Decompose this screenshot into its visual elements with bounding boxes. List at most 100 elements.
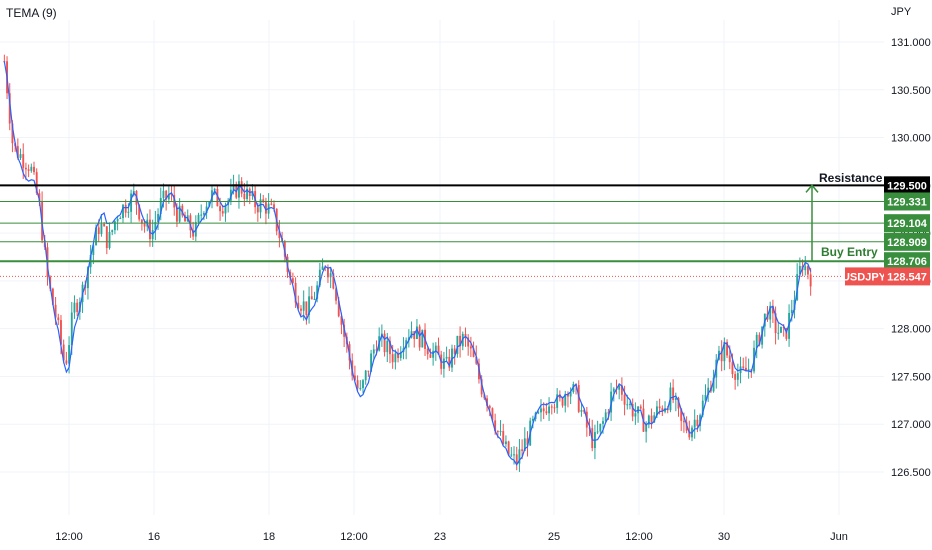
candle-body [747,369,750,372]
candle-body [399,352,402,359]
candle-body [626,404,629,406]
candle-body [224,205,227,214]
candle-body [558,394,561,399]
candle-body [472,348,475,357]
candle-body [494,420,497,432]
candle-body [11,123,14,144]
candle-body [302,301,305,311]
candle-body [734,374,737,380]
candle-body [723,341,726,362]
candle-body [221,211,224,214]
price-tag-label: 129.104 [887,218,928,230]
candle-body [262,199,265,203]
candle-body [178,205,181,222]
candle-body [634,413,637,417]
candle-body [87,267,89,289]
candle-body [57,317,60,321]
candle-body [149,219,151,240]
candle-body [294,282,297,303]
candle-body [300,308,302,311]
candle-body [736,373,739,380]
candle-body [340,316,343,325]
candle-body [426,348,429,355]
x-tick-label: 16 [148,531,160,543]
arrow-head [805,184,819,193]
candle-body [421,329,424,348]
candle-body [742,366,745,368]
candle-body [213,188,216,191]
candle-body [122,204,124,219]
x-tick-label: Jun [830,531,848,543]
candle-body [130,193,133,212]
candle-body [170,193,173,196]
candle-body [432,350,435,358]
horizontal-levels [0,184,884,277]
tema-line [3,61,812,466]
candle-body [308,296,311,315]
candle-body [701,400,704,416]
candle-body [623,394,626,405]
candle-body [68,345,71,364]
candle-body [246,188,248,200]
candle-body [572,384,575,393]
candle-body [200,214,203,216]
candle-body [310,296,313,300]
candle-body [798,266,801,275]
candle-body [270,203,273,205]
candle-body [459,335,462,347]
candle-body [607,412,610,414]
candle-body [8,93,11,124]
candle-body [76,302,79,312]
candle-body [175,207,178,222]
candle-body [620,385,623,395]
candle-body [545,411,548,414]
candle-body [159,198,162,214]
candle-body [415,326,418,340]
candle-body [291,278,294,283]
candle-body [726,341,728,356]
candle-body [205,206,208,214]
candle-body [496,431,499,433]
candle-body [580,409,583,412]
candle-body [540,408,542,413]
price-tag [884,232,930,251]
candle-body [569,392,572,397]
candle-body [202,213,205,215]
candle-body [561,398,564,406]
candle-body [389,340,391,355]
candle-body [728,355,731,363]
candle-body [105,226,108,249]
candle-body [653,415,656,423]
candle-body [394,353,397,363]
candle-body [548,406,551,414]
y-tick-label: 130.000 [891,133,931,145]
candle-body [65,360,68,364]
indicator-label[interactable]: TEMA (9) [6,6,57,20]
candle-body [329,273,332,278]
candle-body [456,335,459,355]
candle-body [658,406,661,409]
candle-body [337,300,340,317]
candle-body [720,350,723,362]
candle-body [480,379,483,395]
y-tick-label: 127.500 [891,371,931,383]
candle-body [97,227,100,235]
candle-body [95,227,97,246]
candle-body [113,221,116,231]
candle-body [143,223,146,227]
projection-arrow [805,184,819,262]
candle-body [499,431,502,433]
candle-body [243,193,246,200]
candle-body [612,388,615,392]
y-tick-label: 126.500 [891,467,931,479]
candle-body [777,332,780,334]
symbol-tag-label: USDJPY [842,271,887,283]
candle-body [650,415,653,423]
candle-body [437,345,440,355]
price-tag [884,214,930,233]
candle-body [62,344,65,361]
candle-body [184,215,186,222]
candle-body [278,231,281,239]
price-tag [884,192,930,211]
